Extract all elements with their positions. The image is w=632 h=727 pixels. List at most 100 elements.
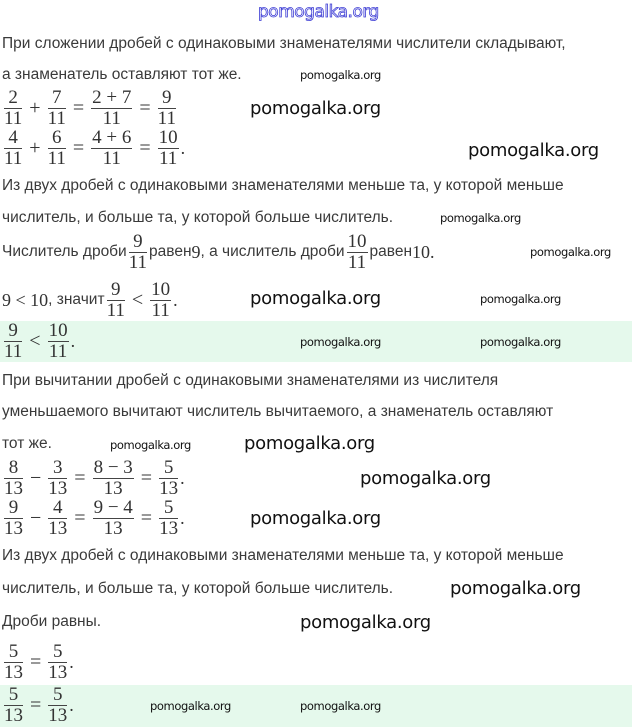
watermark: pomogalka.org (440, 211, 521, 225)
fraction-bar (91, 107, 133, 109)
site-header-link[interactable]: pomogalka.org (258, 2, 380, 23)
fraction: 4 13 (48, 498, 68, 538)
numerator: 4 + 6 (92, 126, 132, 148)
text-addition-rule-2: а знаменатель оставляют тот же. (2, 64, 242, 86)
fraction-bar (4, 517, 23, 519)
numerator: 5 (163, 496, 174, 518)
fraction: 2 11 (4, 86, 23, 128)
text: Дроби равны. (2, 613, 102, 630)
numerator: 9 (8, 496, 19, 518)
watermark: pomogalka.org (300, 612, 431, 633)
text-conclusion: 9 < 10, значит 9 11 <10 11. (2, 280, 178, 320)
denominator: 13 (48, 704, 68, 726)
fraction: 2 + 7 11 (91, 88, 133, 129)
denominator: 13 (48, 477, 68, 499)
fraction: 5 13 (48, 642, 68, 683)
fraction-bar (48, 704, 68, 706)
operator: = (30, 693, 42, 716)
fraction-bar (47, 107, 66, 109)
fraction: 10 11 (157, 128, 179, 168)
math-text: . (180, 137, 186, 158)
denominator: 13 (4, 477, 23, 499)
denominator: 11 (48, 340, 68, 362)
numerator: 3 (53, 456, 63, 478)
watermark: pomogalka.org (150, 699, 231, 713)
text: Числитель дроби (2, 243, 127, 260)
answer-2: 5 13 = 5 13. (2, 685, 74, 725)
fraction: 10 11 (47, 321, 69, 362)
denominator: 11 (47, 107, 66, 129)
text: , а числитель дроби (200, 243, 345, 260)
fraction-bar (106, 299, 125, 301)
operator: − (30, 466, 42, 489)
denominator: 13 (4, 661, 23, 683)
watermark: pomogalka.org (110, 438, 191, 452)
watermark: pomogalka.org (480, 292, 561, 306)
fraction-bar (91, 147, 133, 149)
math-text: . (180, 507, 185, 528)
denominator: 13 (159, 517, 179, 539)
operator: = (139, 136, 151, 159)
operator: = (72, 96, 85, 119)
fraction: 5 13 (159, 458, 179, 498)
fraction-bar (48, 477, 68, 479)
fraction-bar (157, 107, 176, 109)
math-text: . (180, 467, 185, 488)
text-subtraction-rule-1: При вычитании дробей с одинаковыми знаме… (2, 370, 498, 392)
numerator: 2 (8, 86, 18, 108)
text: числитель, и больше та, у которой больше… (2, 580, 394, 597)
denominator: 11 (4, 340, 23, 362)
numerator: 9 (133, 230, 143, 252)
denominator: 11 (102, 107, 121, 129)
denominator: 11 (128, 251, 148, 273)
watermark: pomogalka.org (300, 335, 381, 349)
text: уменьшаемого вычитают числитель вычитаем… (2, 403, 554, 420)
denominator: 13 (4, 517, 23, 539)
formula-equal: 5 13 = 5 13. (2, 642, 74, 682)
watermark: pomogalka.org (250, 508, 381, 529)
watermark: pomogalka.org (360, 468, 491, 489)
fraction: 5 13 (159, 496, 179, 539)
fraction-bar (48, 661, 68, 663)
fraction-bar (4, 107, 23, 109)
fraction-bar (346, 251, 368, 253)
fraction: 9 13 (4, 496, 23, 539)
fraction: 6 11 (47, 128, 66, 169)
denominator: 13 (4, 704, 23, 726)
text: а знаменатель оставляют тот же. (2, 66, 242, 83)
highlight-band (0, 321, 632, 362)
denominator: 11 (157, 107, 176, 129)
fraction: 5 13 (48, 685, 68, 726)
text: равен (149, 243, 192, 260)
fraction: 9 11 (128, 230, 148, 273)
denominator: 11 (151, 299, 170, 321)
denominator: 13 (48, 661, 68, 683)
fraction: 5 13 (4, 683, 23, 726)
fraction-bar (48, 517, 68, 519)
formula-add-2: 4 11 +6 11 = 4 + 6 11 = 10 11. (2, 128, 185, 168)
denominator: 11 (347, 251, 367, 273)
fraction: 3 13 (48, 456, 68, 499)
text: При вычитании дробей с одинаковыми знаме… (2, 372, 499, 389)
text: Из двух дробей с одинаковыми знаменателя… (2, 547, 564, 564)
operator: + (29, 96, 41, 119)
operator: = (74, 506, 86, 529)
fraction-bar (92, 517, 134, 519)
fraction: 8 13 (4, 458, 23, 499)
operator: = (30, 650, 42, 673)
text-compare-rule-4: числитель, и больше та, у которой больше… (2, 578, 393, 600)
fraction: 10 11 (150, 280, 172, 321)
fraction-bar (4, 147, 23, 149)
numerator: 7 (51, 86, 62, 108)
operator: − (30, 506, 42, 529)
math-text: . (69, 651, 74, 672)
math-text: 10. (412, 241, 435, 262)
fraction: 9 11 (4, 321, 23, 362)
fraction: 9 11 (106, 280, 125, 320)
numerator: 9 (162, 86, 172, 108)
text: Из двух дробей с одинаковыми знаменателя… (2, 177, 564, 194)
denominator: 11 (47, 147, 66, 169)
denominator: 11 (102, 147, 121, 169)
denominator: 13 (103, 517, 123, 539)
numerator: 5 (8, 683, 19, 705)
